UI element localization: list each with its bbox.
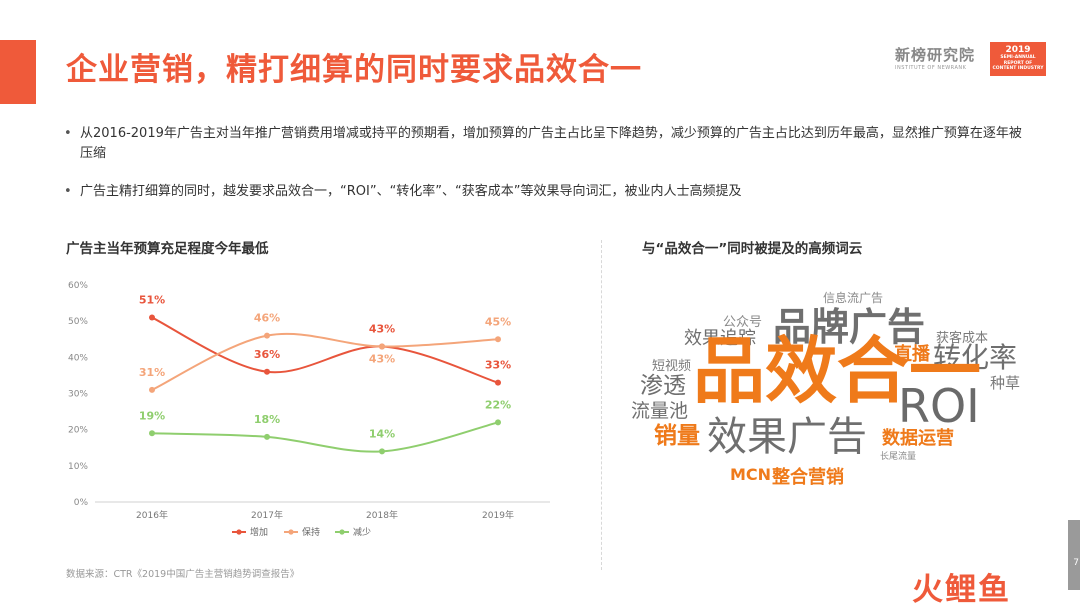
y-tick-label: 10% [68, 462, 88, 472]
legend-swatch-dot [339, 529, 345, 535]
y-tick-label: 50% [68, 317, 88, 327]
legend-label: 保持 [302, 526, 320, 538]
data-source-note: 数据来源：CTR《2019中国广告主营销趋势调查报告》 [66, 569, 300, 580]
page-number-bar [1068, 520, 1080, 590]
report-badge-line: CONTENT INDUSTRY [992, 66, 1044, 71]
y-tick-label: 60% [68, 281, 88, 291]
word-cloud-term: 获客成本 [936, 331, 989, 346]
data-point [149, 386, 155, 393]
data-point [495, 379, 501, 386]
data-point [495, 419, 501, 426]
y-tick-label: 40% [68, 353, 88, 363]
brand-subtitle: INSTITUTE OF NEWRANK [895, 65, 967, 71]
series-line-1 [151, 316, 499, 384]
data-point [495, 336, 501, 343]
data-label: 43% [369, 352, 395, 365]
data-label: 31% [139, 366, 165, 379]
word-cloud-term: 流量池 [631, 400, 689, 422]
word-cloud-term: 数据运营 [882, 428, 954, 449]
data-label: 14% [369, 427, 395, 440]
word-cloud-term: 长尾流量 [880, 452, 917, 462]
x-tick-label: 2019年 [482, 509, 514, 521]
bullet-item: 从2016-2019年广告主对当年推广营销费用增减或持平的预期看，增加预算的广告… [62, 124, 1032, 164]
report-badge: 2019 SEMI-ANNUAL REPORT OF CONTENT INDUS… [990, 42, 1046, 76]
page-number: 7 [1073, 558, 1079, 568]
data-point [149, 314, 155, 321]
data-label: 33% [485, 359, 511, 372]
word-cloud-term: 转化率 [933, 341, 1018, 374]
data-point [379, 343, 385, 350]
panel-divider [601, 240, 602, 570]
data-point [264, 368, 270, 375]
series-line-2 [151, 332, 499, 391]
word-cloud-term: 效果追踪 [684, 328, 756, 349]
bullet-list: 从2016-2019年广告主对当年推广营销费用增减或持平的预期看，增加预算的广告… [62, 124, 1032, 220]
word-cloud-term: ROI [898, 379, 980, 433]
title-accent-bar [0, 40, 36, 104]
word-cloud-term: 整合营销 [772, 467, 844, 488]
data-label: 22% [485, 398, 511, 411]
y-tick-label: 0% [74, 498, 89, 508]
chart-title: 广告主当年预算充足程度今年最低 [66, 241, 269, 257]
word-cloud-term: 直播 [894, 344, 930, 365]
word-cloud-term: 信息流广告 [823, 291, 884, 305]
data-label: 18% [254, 413, 280, 426]
word-cloud-term: 销量 [654, 423, 700, 449]
series-line-3 [151, 421, 499, 453]
bullet-item: 广告主精打细算的同时，越发要求品效合一，“ROI”、“转化率”、“获客成本”等效… [62, 182, 1032, 202]
line-chart: 0% 10% 20% 30% 40% 50% 60% 2016年 2017年 2018年 2019年… [68, 281, 550, 538]
word-cloud-term: 渗透 [640, 373, 686, 399]
brand-mark: 新榜研究院 INSTITUTE OF NEWRANK [895, 44, 987, 71]
report-badge-line: REPORT OF [1003, 60, 1033, 66]
data-label: 36% [254, 348, 280, 361]
word-cloud-term: 效果广告 [707, 414, 867, 460]
word-cloud-term: MCN [730, 465, 772, 484]
legend-label: 增加 [250, 526, 268, 538]
page-title: 企业营销，精打细算的同时要求品效合一 [66, 52, 642, 88]
word-cloud-term: 种草 [990, 374, 1021, 392]
legend-swatch-dot [236, 529, 242, 535]
report-badge-line: SEMI-ANNUAL [1000, 55, 1036, 60]
data-point [149, 430, 155, 437]
x-tick-label: 2017年 [251, 509, 283, 521]
data-label: 43% [369, 322, 395, 335]
brand-name: 新榜研究院 [895, 46, 976, 64]
word-cloud-title: 与“品效合一”同时被提及的高频词云 [642, 241, 863, 257]
word-cloud-term: 品牌广告 [773, 305, 926, 349]
word-cloud: 信息流广告公众号 品牌广告 效果追踪 获客成本短视频 直播 转化率渗透 品效合一 种草 ROI 流… [610, 280, 1080, 500]
word-cloud-term: 短视频 [652, 359, 692, 374]
data-label: 51% [139, 294, 165, 307]
data-label: 45% [485, 315, 511, 328]
y-tick-label: 30% [68, 390, 88, 400]
data-label: 19% [139, 409, 165, 422]
data-label: 46% [254, 312, 280, 325]
x-tick-label: 2018年 [366, 509, 398, 521]
report-badge-year: 2019 [1005, 45, 1031, 55]
data-point [264, 433, 270, 440]
legend-swatch-dot [288, 529, 294, 535]
data-point [379, 448, 385, 455]
corner-logo: 火鲤鱼 [912, 572, 1011, 608]
word-cloud-term: 公众号 [723, 315, 763, 330]
data-point [264, 332, 270, 339]
x-tick-label: 2016年 [136, 509, 168, 521]
legend-label: 减少 [353, 526, 371, 538]
word-cloud-term: 品效合一 [693, 329, 982, 413]
y-tick-label: 20% [68, 426, 88, 436]
